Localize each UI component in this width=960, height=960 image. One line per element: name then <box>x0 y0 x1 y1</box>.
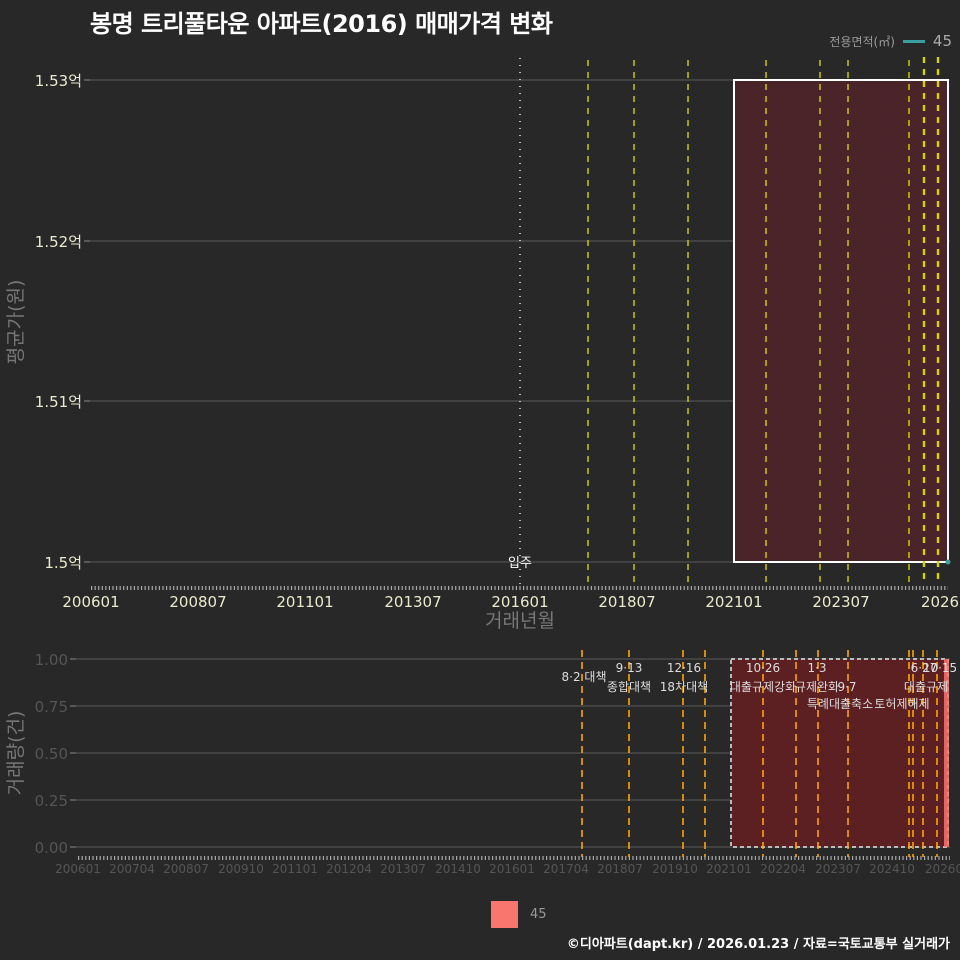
top-x-ticks: 200601 200807 201101 201307 201601 20180… <box>62 593 959 611</box>
bottom-x-ticks: 200601 200704 200807 200910 201101 20120… <box>55 862 960 876</box>
event-date: 1·3 <box>807 661 826 675</box>
x-tick: 201807 <box>597 862 643 876</box>
x-tick: 200910 <box>218 862 264 876</box>
legend-title: 전용면적(㎡) <box>829 34 895 49</box>
top-event-lines <box>587 57 940 585</box>
x-tick: 201807 <box>598 593 655 611</box>
bottom-highlight-range <box>730 658 949 848</box>
legend-item-label: 45 <box>932 32 952 50</box>
top-chart: 1.53억 1.52억 1.51억 1.5억 평균가(원) 입주 <box>5 57 959 632</box>
x-tick: 201307 <box>384 593 441 611</box>
move-in-annotation: 입주 <box>508 556 532 571</box>
bottom-y-axis-label: 거래량(건) <box>5 711 27 796</box>
event-label: 종합대책 <box>607 679 651 694</box>
x-tick: 202101 <box>705 593 762 611</box>
x-tick: 201307 <box>380 862 426 876</box>
bottom-chart: 1.00 0.75 0.50 0.25 0.00 거래량(건) <box>5 650 960 876</box>
source-caption: ©디아파트(dapt.kr) / 2026.01.23 / 자료=국토교통부 실… <box>566 937 950 952</box>
legend-bottom: 45 <box>491 901 547 928</box>
x-tick: 201101 <box>272 862 318 876</box>
x-tick: 201704 <box>543 862 589 876</box>
x-tick: 202101 <box>706 862 752 876</box>
y-tick: 1.51억 <box>35 393 82 411</box>
y-tick: 1.5억 <box>44 554 82 572</box>
x-tick: 200807 <box>169 593 226 611</box>
x-tick: 201601 <box>491 593 548 611</box>
volume-bar <box>944 659 949 847</box>
event-date: 10·26 <box>746 661 780 675</box>
event-date: 10·15 <box>923 661 957 675</box>
x-tick: 201410 <box>435 862 481 876</box>
event-label: 토허제해제 <box>874 697 929 711</box>
legend-swatch-icon <box>491 901 518 928</box>
x-tick: 202307 <box>815 862 861 876</box>
x-tick: 201204 <box>326 862 372 876</box>
event-label: 대출규제강화 <box>730 680 796 694</box>
data-point <box>945 559 951 565</box>
x-tick: 200601 <box>62 593 119 611</box>
x-tick: 201601 <box>489 862 535 876</box>
event-label: 규제완화 <box>795 680 839 694</box>
event-label: 특례대출축소 <box>807 697 873 711</box>
x-tick: 20260 <box>925 862 960 876</box>
x-tick: 2026 <box>921 593 959 611</box>
y-tick: 0.50 <box>35 745 68 763</box>
x-tick: 201910 <box>652 862 698 876</box>
bottom-y-ticks: 1.00 0.75 0.50 0.25 0.00 <box>35 651 68 857</box>
event-label: 대출규제 <box>904 680 948 694</box>
x-tick: 200601 <box>55 862 101 876</box>
event-date: 6·27 <box>911 661 938 675</box>
legend-line-icon <box>902 39 925 43</box>
top-y-axis-label: 평균가(원) <box>5 280 27 365</box>
x-tick: 201101 <box>276 593 333 611</box>
event-label: 18차대책 <box>660 679 708 694</box>
event-date: 12·16 <box>667 661 701 675</box>
y-tick: 0.00 <box>35 839 68 857</box>
top-y-ticks: 1.53억 1.52억 1.51억 1.5억 <box>35 72 82 572</box>
highlight-range <box>733 79 949 563</box>
legend-top: 전용면적(㎡) 45 <box>829 32 952 50</box>
bottom-event-lines <box>581 650 938 857</box>
event-labels: 8·2 대책 9·13 종합대책 12·16 18차대책 10·26 대출규제강… <box>562 661 958 711</box>
y-tick: 1.52억 <box>35 233 82 251</box>
x-tick: 202307 <box>812 593 869 611</box>
x-tick: 202204 <box>760 862 806 876</box>
y-tick: 1.00 <box>35 651 68 669</box>
x-tick: 202410 <box>869 862 915 876</box>
x-tick: 200807 <box>163 862 209 876</box>
y-tick: 1.53억 <box>35 72 82 90</box>
event-date: 9·13 <box>616 661 643 675</box>
y-tick: 0.75 <box>35 698 68 716</box>
top-x-axis-label: 거래년월 <box>485 610 555 632</box>
x-tick: 200704 <box>109 862 155 876</box>
chart-title: 봉명 트리풀타운 아파트(2016) 매매가격 변화 <box>90 10 553 38</box>
event-date: 9·7 <box>837 680 856 694</box>
legend-item-label: 45 <box>530 907 547 922</box>
event-label: 8·2 대책 <box>562 669 607 684</box>
y-tick: 0.25 <box>35 792 68 810</box>
